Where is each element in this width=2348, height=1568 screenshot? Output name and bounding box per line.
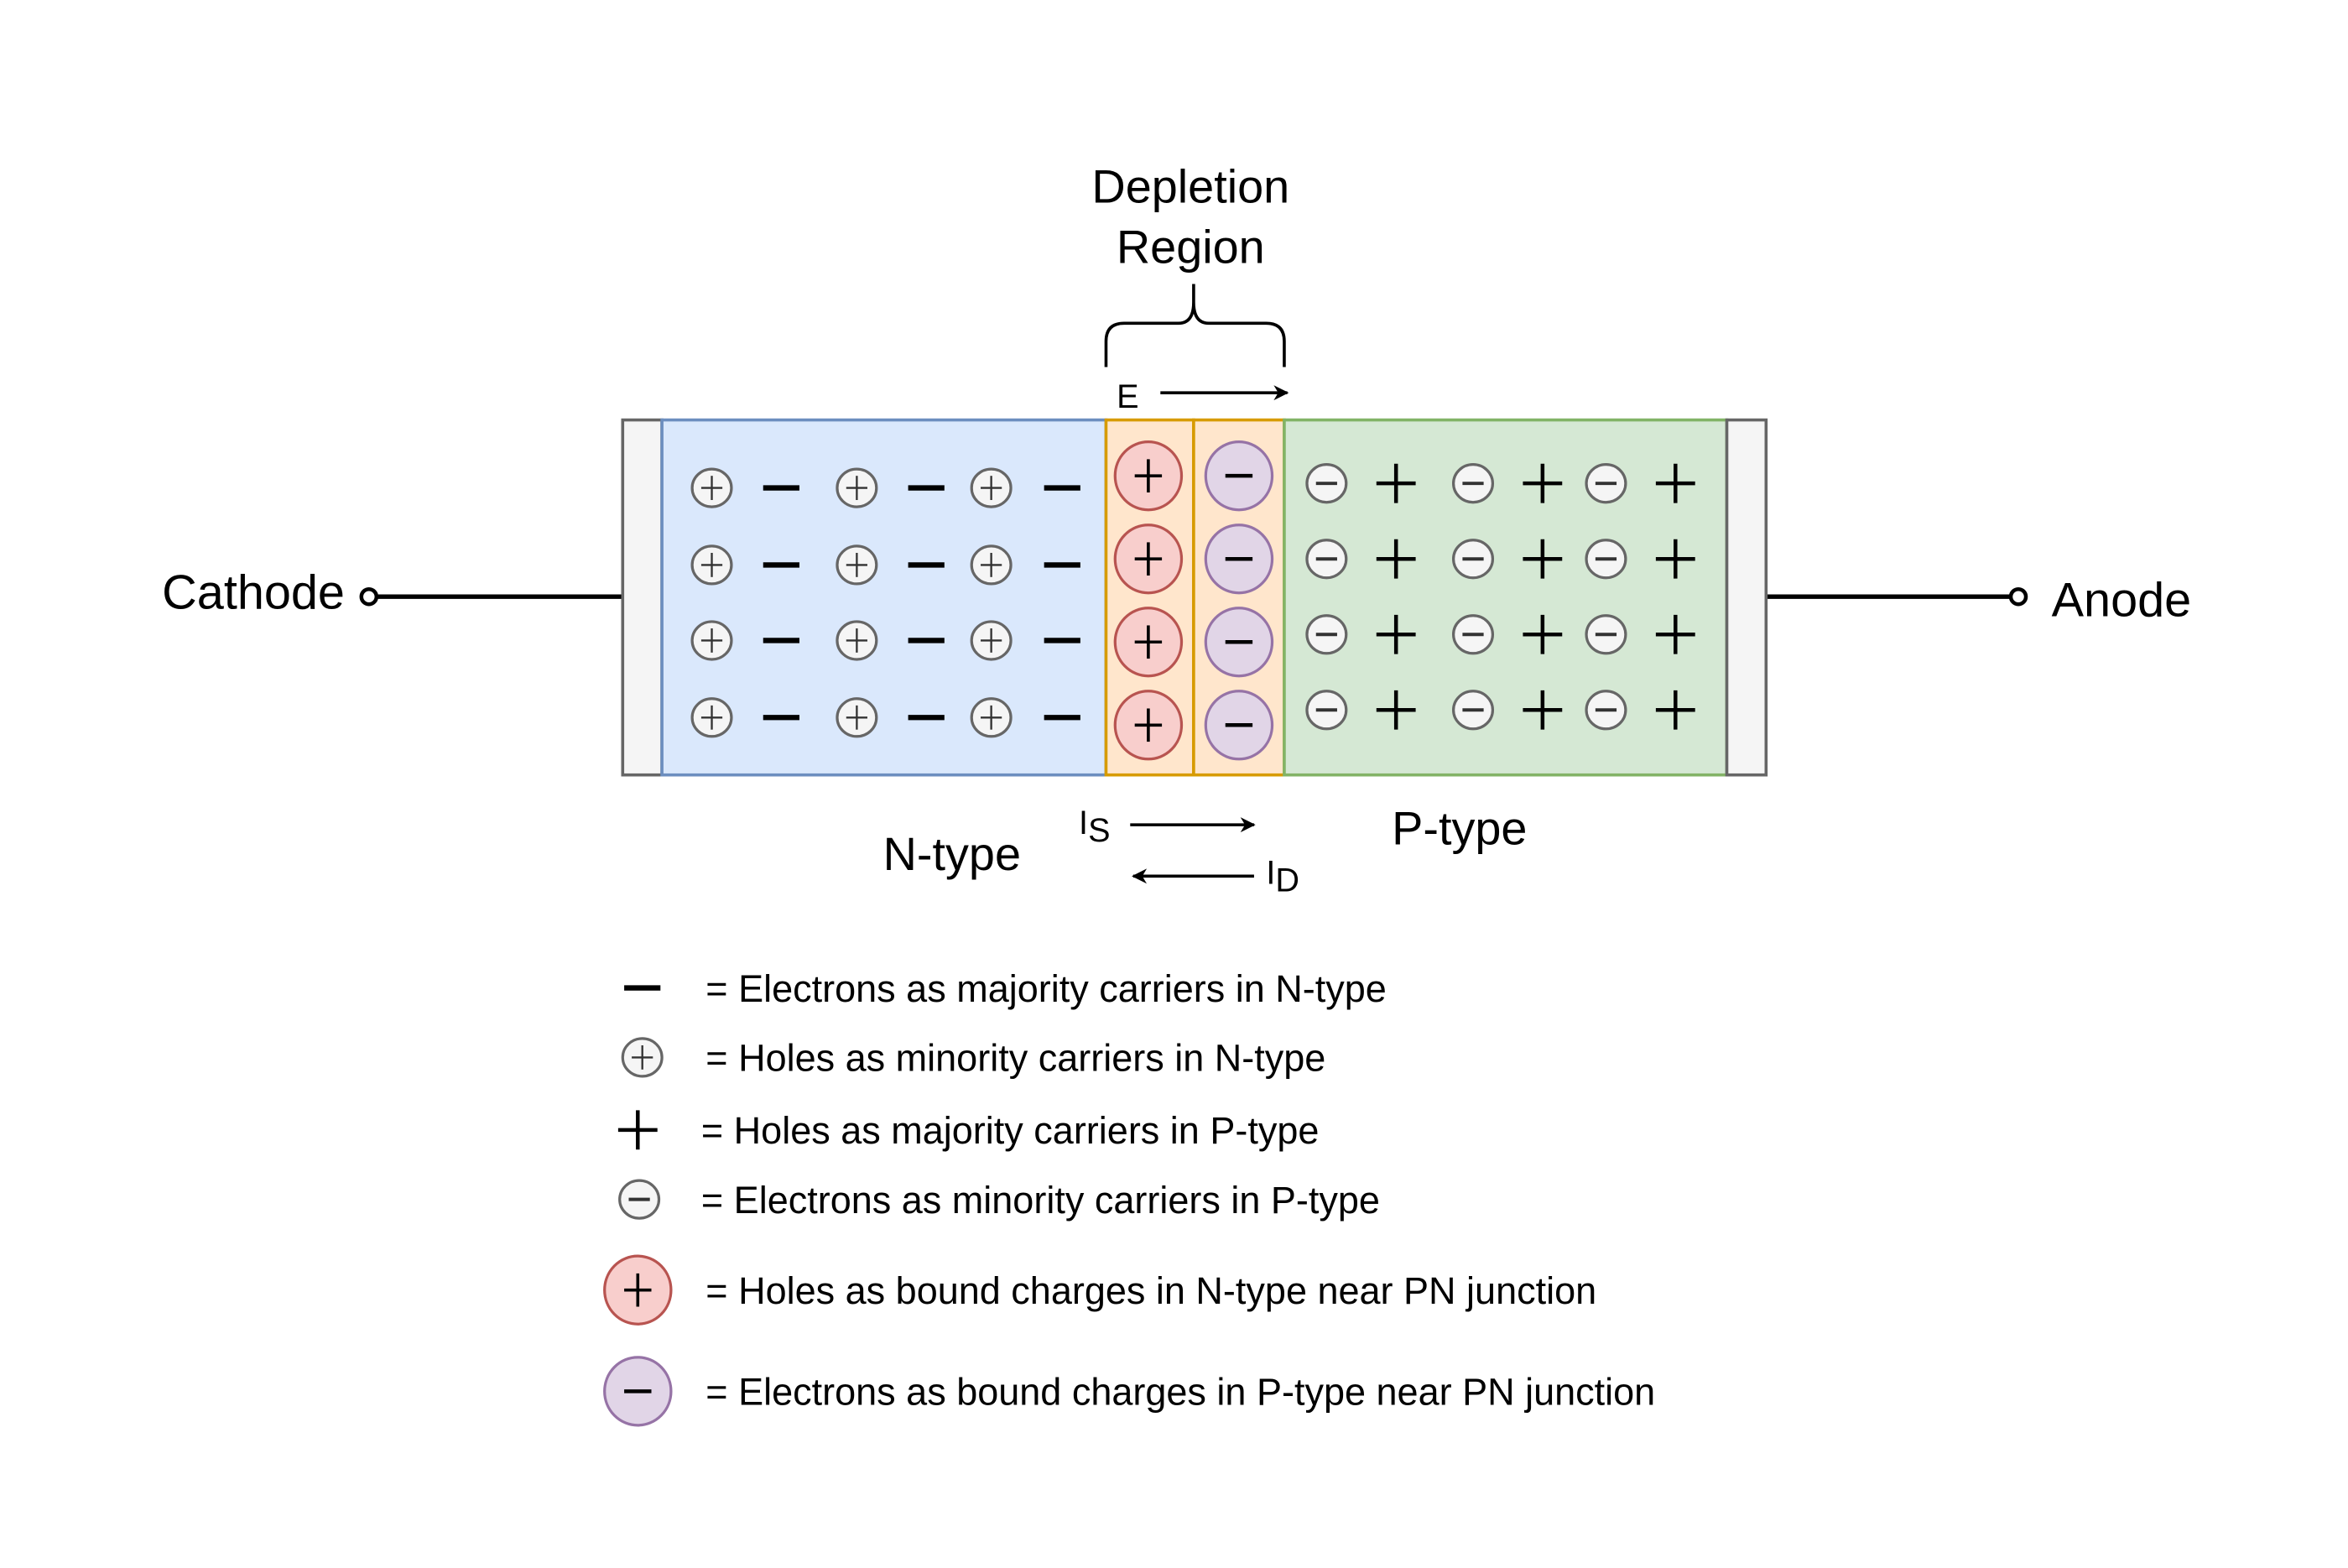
hole-minority-icon: [970, 467, 1013, 508]
n-type-region: [660, 418, 1108, 777]
hole-minority-icon: [690, 620, 733, 661]
hole-majority-icon: [1655, 614, 1695, 654]
hole-majority-icon: [1655, 539, 1695, 579]
p-type-label: P-type: [1392, 802, 1527, 855]
hole-majority-icon: [1376, 614, 1416, 654]
hole-majority-icon: [1655, 690, 1695, 730]
id-current-label: ID: [1266, 854, 1299, 899]
hole-minority-icon: [836, 697, 878, 738]
bound-hole-icon: [603, 1254, 673, 1326]
hole-majority-icon: [1376, 539, 1416, 579]
electron-minority-icon: [1451, 539, 1495, 580]
electron-minority-icon: [1585, 614, 1627, 655]
carriers: [690, 440, 1695, 761]
depletion-region-label-2: Region: [1117, 220, 1265, 273]
electron-minority-icon: [1451, 463, 1495, 504]
hole-minority-icon: [836, 467, 878, 508]
hole-minority-icon: [970, 544, 1013, 586]
electron-minority-icon: [1305, 463, 1348, 504]
is-current-label: IS: [1079, 805, 1110, 849]
electron-minority-icon: [1451, 690, 1495, 731]
cathode-label: Cathode: [162, 566, 345, 620]
bound-hole-icon: [1113, 440, 1184, 512]
bound-electron-icon: [1204, 607, 1274, 678]
hole-majority-icon: [1655, 463, 1695, 503]
electron-minority-icon: [1305, 539, 1348, 580]
electric-field-label: E: [1117, 378, 1138, 415]
depletion-region-label: Depletion: [1091, 159, 1289, 212]
legend-text: = Holes as minority carriers in N-type: [705, 1037, 1325, 1080]
hole-minority-icon: [836, 544, 878, 586]
electron-minority-icon: [1451, 614, 1495, 655]
legend-item: = Electrons as majority carriers in N-ty…: [624, 967, 1387, 1010]
legend-text: = Electrons as minority carriers in P-ty…: [701, 1179, 1380, 1222]
bound-electron-icon: [603, 1356, 673, 1427]
hole-minority-icon: [836, 620, 878, 661]
electron-minority-icon: [1305, 690, 1348, 731]
hole-minority-icon: [690, 544, 733, 586]
bound-hole-icon: [1113, 690, 1184, 761]
legend-item: = Electrons as bound charges in P-type n…: [603, 1356, 1655, 1427]
hole-majority-icon: [1523, 463, 1563, 503]
legend-item: = Holes as bound charges in N-type near …: [603, 1254, 1596, 1326]
legend-text: = Electrons as bound charges in P-type n…: [705, 1371, 1655, 1414]
hole-majority-icon: [617, 1110, 658, 1150]
anode-terminal: [2008, 586, 2028, 607]
hole-majority-icon: [1523, 690, 1563, 730]
electron-minority-icon: [1305, 614, 1348, 655]
anode-label: Anode: [2052, 574, 2192, 628]
legend-text: = Electrons as majority carriers in N-ty…: [705, 967, 1386, 1010]
bound-electron-icon: [1204, 524, 1274, 595]
electron-minority-icon: [1585, 539, 1627, 580]
hole-minority-icon: [621, 1037, 664, 1078]
hole-minority-icon: [690, 467, 733, 508]
hole-majority-icon: [1376, 690, 1416, 730]
hole-majority-icon: [1523, 614, 1563, 654]
legend-text: = Holes as majority carriers in P-type: [701, 1109, 1319, 1152]
hole-minority-icon: [970, 697, 1013, 738]
cathode-terminal: [359, 586, 379, 607]
legend: = Electrons as majority carriers in N-ty…: [603, 967, 1655, 1427]
hole-minority-icon: [970, 620, 1013, 661]
bound-hole-icon: [1113, 524, 1184, 595]
electron-minority-icon: [1585, 463, 1627, 504]
cathode-contact: [621, 418, 664, 777]
hole-minority-icon: [690, 697, 733, 738]
p-type-region: [1283, 418, 1729, 777]
depletion-brace: [1104, 284, 1286, 367]
bound-hole-icon: [1113, 607, 1184, 678]
legend-text: = Holes as bound charges in N-type near …: [705, 1269, 1596, 1312]
anode-contact: [1725, 418, 1768, 777]
legend-item: = Holes as minority carriers in N-type: [621, 1037, 1325, 1080]
legend-item: = Electrons as minority carriers in P-ty…: [618, 1179, 1380, 1222]
hole-majority-icon: [1523, 539, 1563, 579]
electron-minority-icon: [1585, 690, 1627, 731]
n-type-label: N-type: [883, 827, 1021, 880]
bound-electron-icon: [1204, 690, 1274, 761]
legend-item: = Holes as majority carriers in P-type: [617, 1109, 1319, 1152]
electron-minority-icon: [618, 1179, 661, 1220]
hole-majority-icon: [1376, 463, 1416, 503]
bound-electron-icon: [1204, 440, 1274, 512]
